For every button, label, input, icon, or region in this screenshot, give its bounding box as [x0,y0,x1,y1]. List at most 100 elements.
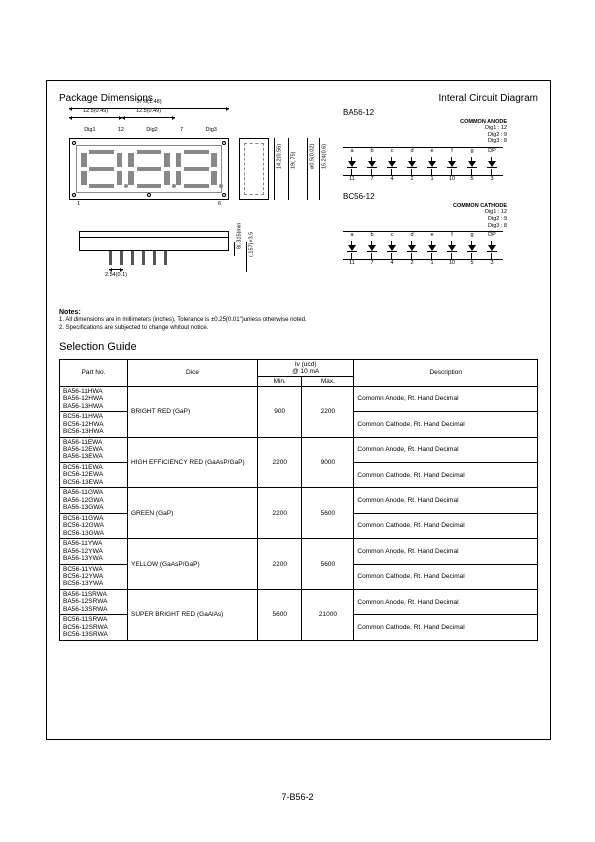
dim-side-thick: ø0.5(0.02) [310,144,316,169]
pin-number: 1 [423,260,441,267]
led-symbol [483,241,501,259]
package-front-view: 37.6(1.48) 12.5(0.49) 12.5(0.49) [59,108,329,228]
heading-circuit: Interal Circuit Diagram [439,93,538,104]
dice-cell: YELLOW (GaAsP/GaP) [128,539,258,590]
dice-cell: HIGH EFFICIENCY RED (GaAsP/GaP) [128,437,258,488]
led-symbol [443,157,461,175]
dim-digit-height: 14.2(0.56) [277,144,283,169]
desc-cathode: Common Cathode, Rt. Hand Decimal [354,615,538,640]
desc-anode: Comomn Anode, Rt. Hand Decimal [354,386,538,411]
pin-number: 2 [403,176,421,183]
seg-label: g [463,232,481,239]
iv-max: 21000 [302,589,354,640]
led-symbol [423,241,441,259]
anode-common-label: COMMON ANODE [337,119,507,126]
package-bottom-view: 2.54(0.1) 8(.315)min (.157)×3.5 [59,232,329,302]
seg-label: f [443,232,461,239]
desc-cathode: Common Cathode, Rt. Hand Decimal [354,564,538,589]
part-numbers-cathode: BC56-11GWABC56-12GWABC56-13GWA [60,513,128,538]
iv-max: 9000 [302,437,354,488]
led-symbol [383,241,401,259]
seg-label: c [383,232,401,239]
dim-overall-width: 37.6(1.48) [136,100,161,106]
dim-pitch-a: 12.5(0.49) [83,109,108,115]
seg-label: e [423,232,441,239]
pin-number: 10 [443,176,461,183]
seg-label: d [403,148,421,155]
part-numbers-cathode: BC56-11YWABC56-12YWABC56-13YWA [60,564,128,589]
led-symbol [403,241,421,259]
pin-number: 4 [383,260,401,267]
pins-row [109,251,167,265]
pin6-label: 6 [218,202,221,208]
part-numbers-anode: BA56-11GWABA56-12GWABA56-13GWA [60,488,128,513]
pin-number: 3 [483,260,501,267]
led-symbol [363,157,381,175]
seg-label: b [363,232,381,239]
selection-guide-title: Selection Guide [59,341,538,353]
pin-number: 1 [423,176,441,183]
led-symbol [463,157,481,175]
cathode-model: BC56-12 [337,192,537,202]
part-numbers-anode: BA56-11EWABA56-12EWABA56-13EWA [60,437,128,462]
seg-label: f [443,148,461,155]
page-footer: 7-B56-2 [0,792,595,802]
th-dice: Dice [128,359,258,386]
pin1-label: 1 [77,202,80,208]
iv-min: 900 [258,386,302,437]
part-numbers-cathode: BC56-11HWABC56-12HWABC56-13HWA [60,412,128,437]
led-symbol [423,157,441,175]
dice-cell: GREEN (GaP) [128,488,258,539]
led-symbol [363,241,381,259]
digit-3 [176,150,217,188]
seg-label: c [383,148,401,155]
circuit-anode: BA56-12 COMMON ANODE Dig1 : 12 Dig2 : 9 … [337,108,537,182]
note-2: 2. Specifications are subjected to chang… [59,325,538,333]
anode-dig2: Dig2 : 9 [337,132,507,139]
pin-number: 11 [343,176,361,183]
dig3-label: Dig3 [206,128,217,134]
dice-cell: BRIGHT RED (GaP) [128,386,258,437]
dim-pin-len: 8(.315)min [237,223,243,249]
iv-max: 5600 [302,488,354,539]
pin-number: 5 [463,260,481,267]
cathode-dig2: Dig2 : 9 [337,216,507,223]
digit-2 [128,150,169,188]
diagram-row: 37.6(1.48) 12.5(0.49) 12.5(0.49) [59,108,538,302]
note-1: 1. All dimensions are in millimeters (in… [59,317,538,325]
part-numbers-cathode: BC56-11EWABC56-12EWABC56-13EWA [60,462,128,487]
part-numbers-anode: BA56-11HWABA56-12HWABA56-13HWA [60,386,128,411]
pin-number: 4 [383,176,401,183]
dice-cell: SUPER BRIGHT RED (GaAlAs) [128,589,258,640]
led-symbol [403,157,421,175]
seg-label: d [403,232,421,239]
bottom-pin-labels: 1 6 [69,202,229,208]
dim-pin-pitch: 2.54(0.1) [105,273,127,279]
pin-number: 5 [463,176,481,183]
desc-cathode: Common Cathode, Rt. Hand Decimal [354,412,538,437]
digit-1 [81,150,122,188]
anode-dig3: Dig3 : 8 [337,138,507,145]
desc-cathode: Common Cathode, Rt. Hand Decimal [354,462,538,487]
pin-number: 7 [363,176,381,183]
th-min: Min. [258,376,302,386]
part-numbers-anode: BA56-11SRWABA56-12SRWABA56-13SRWA [60,589,128,614]
desc-anode: Common Anode, Rt. Hand Decimal [354,589,538,614]
pin-number: 2 [403,260,421,267]
pin-number: 10 [443,260,461,267]
desc-anode: Common Anode, Rt. Hand Decimal [354,539,538,564]
part-numbers-cathode: BC56-11SRWABC56-12SRWABC56-13SRWA [60,615,128,640]
dim-pin-gap: (.157)×3.5 [249,232,255,257]
anode-model: BA56-12 [337,108,537,118]
led-symbol [343,241,361,259]
seg-label: a [343,148,361,155]
th-max: Max. [302,376,354,386]
dim-pitch-b: 12.5(0.49) [136,109,161,115]
th-desc: Description [354,359,538,386]
seg-label: DP [483,232,501,239]
dig2-label: Dig2 [146,128,157,134]
dim-outer-height: 19(.75) [291,152,297,169]
cathode-common-label: COMMON CATHODE [337,203,507,210]
pin-number: 11 [343,260,361,267]
seg-label: a [343,232,361,239]
